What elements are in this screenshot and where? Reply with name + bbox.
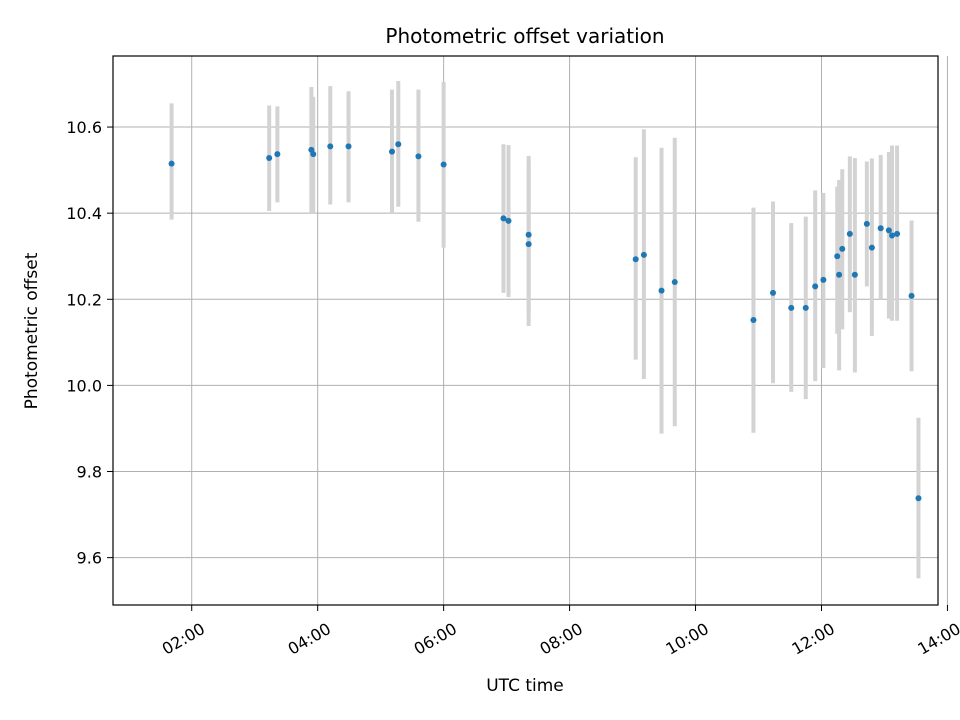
data-point [846,230,853,237]
data-point [820,276,827,283]
data-point [345,143,352,150]
data-point [894,230,901,237]
data-point [671,279,678,286]
data-point [525,241,532,248]
x-axis-label: UTC time [486,676,564,696]
y-tick-label: 9.6 [77,549,102,568]
data-points [168,141,922,502]
data-point [168,160,175,167]
data-point [525,231,532,238]
data-point [770,289,776,296]
data-point [388,148,395,155]
data-point [839,245,846,252]
y-tick-label: 10.4 [66,204,102,223]
data-point [802,304,809,311]
y-tick-label: 10.0 [66,376,102,395]
data-point [632,256,639,263]
y-tick-label: 9.8 [77,463,102,482]
data-point [327,143,334,150]
data-point [395,141,402,148]
data-point [812,283,819,290]
data-point [877,225,884,232]
data-point [868,244,875,251]
data-point [885,227,892,234]
data-point [836,271,843,278]
data-point [915,495,922,502]
data-point [658,287,665,294]
y-axis-label: Photometric offset [22,252,42,409]
data-point [440,161,447,168]
data-point [500,215,507,222]
data-point [788,304,795,311]
data-point [640,251,647,258]
data-point [415,153,422,160]
plot-frame [112,55,939,606]
data-point [834,253,841,260]
data-point [505,217,512,224]
data-point [274,151,281,158]
y-tick-label: 10.2 [66,290,102,309]
data-point [863,220,870,227]
chart-title: Photometric offset variation [385,24,664,48]
y-axis: 9.6 9.8 10.0 10.2 10.4 10.6 [66,118,113,568]
data-point [889,232,896,239]
data-point [851,271,858,278]
data-point [908,292,915,299]
data-point [750,316,757,323]
data-point [310,151,317,158]
data-point [266,155,273,162]
y-tick-label: 10.6 [66,118,102,137]
